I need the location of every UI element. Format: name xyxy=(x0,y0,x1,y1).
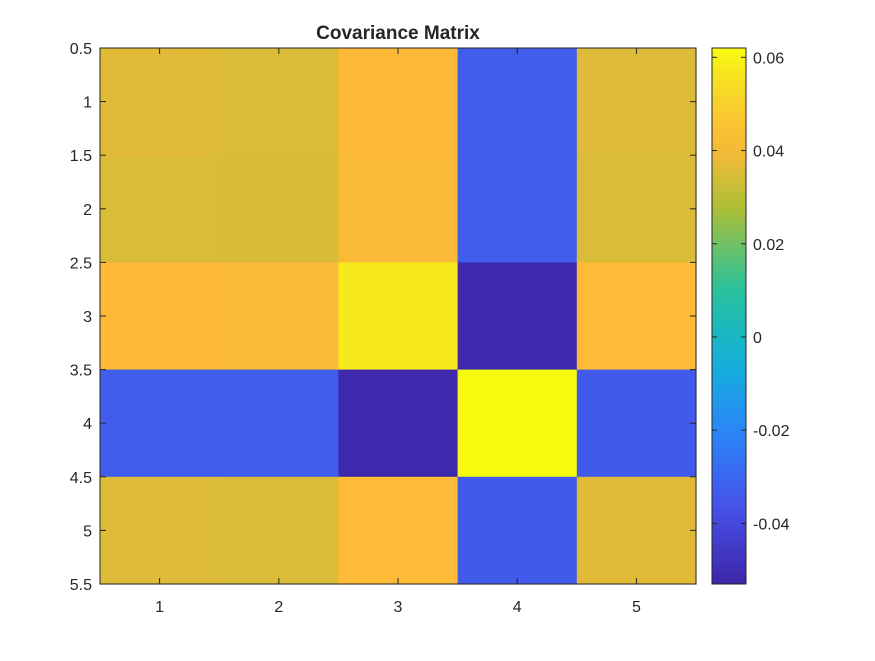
axes-box xyxy=(99,47,697,585)
y-tick-label: 3.5 xyxy=(70,363,92,380)
x-axis-ticks: 1 2 3 4 5 xyxy=(155,48,641,616)
heatmap-cell-r1-c5 xyxy=(576,48,697,156)
heatmap-cell-r5-c4 xyxy=(457,476,578,585)
heatmap-cell-r5-c3 xyxy=(338,476,459,585)
y-tick-label: 2 xyxy=(83,202,92,219)
colorbar-tick-label: 0.04 xyxy=(753,144,784,161)
heatmap-cell-r5-c1 xyxy=(100,476,220,585)
y-tick-label: 5 xyxy=(83,523,92,540)
colorbar: -0.04 -0.02 0 0.02 0.04 0.06 xyxy=(711,47,790,585)
heatmap-cell-r4-c2 xyxy=(219,369,339,478)
colorbar-box xyxy=(711,47,747,585)
y-tick-label: 4 xyxy=(83,416,92,433)
heatmap-cell-r2-c3 xyxy=(338,155,459,263)
x-tick-label: 4 xyxy=(513,599,522,616)
x-tick-label: 1 xyxy=(155,599,164,616)
colorbar-tick-label: 0.06 xyxy=(753,50,784,67)
y-tick-label: 4.5 xyxy=(70,470,92,487)
colorbar-gradient xyxy=(712,48,746,584)
colorbar-tick-label: -0.04 xyxy=(753,516,790,533)
chart-title: Covariance Matrix xyxy=(316,23,480,44)
y-tick-label: 1 xyxy=(83,95,92,112)
colorbar-tick-label: 0.02 xyxy=(753,237,784,254)
heatmap-cell-r3-c2 xyxy=(219,262,339,371)
y-tick-label: 2.5 xyxy=(70,255,92,272)
heatmap-cell-r2-c1 xyxy=(100,155,220,263)
x-tick-label: 5 xyxy=(632,599,641,616)
heatmap-cell-r4-c3 xyxy=(338,369,459,478)
heatmap-cell-r5-c5 xyxy=(576,476,697,585)
heatmap-cell-r2-c5 xyxy=(576,155,697,263)
x-tick-label: 3 xyxy=(394,599,403,616)
heatmap-cell-r3-c3 xyxy=(338,262,459,371)
heatmap-cell-r2-c4 xyxy=(457,155,578,263)
heatmap-cell-r1-c2 xyxy=(219,48,339,156)
y-tick-label: 1.5 xyxy=(70,148,92,165)
heatmap-cell-r3-c5 xyxy=(576,262,697,371)
heatmap-cells xyxy=(100,48,697,585)
y-tick-label: 0.5 xyxy=(70,41,92,58)
heatmap-cell-r2-c2 xyxy=(219,155,339,263)
y-tick-label: 5.5 xyxy=(70,577,92,594)
heatmap-cell-r5-c2 xyxy=(219,476,339,585)
heatmap-cell-r3-c4 xyxy=(457,262,578,371)
heatmap-cell-r1-c3 xyxy=(338,48,459,156)
heatmap-cell-r4-c5 xyxy=(576,369,697,478)
heatmap-cell-r1-c4 xyxy=(457,48,578,156)
x-tick-label: 2 xyxy=(274,599,283,616)
heatmap-cell-r1-c1 xyxy=(100,48,220,156)
y-tick-label: 3 xyxy=(83,309,92,326)
heatmap-cell-r3-c1 xyxy=(100,262,220,371)
colorbar-tick-label: 0 xyxy=(753,330,762,347)
colorbar-tick-label: -0.02 xyxy=(753,423,790,440)
heatmap-cell-r4-c1 xyxy=(100,369,220,478)
heatmap-cell-r4-c4 xyxy=(457,369,578,478)
